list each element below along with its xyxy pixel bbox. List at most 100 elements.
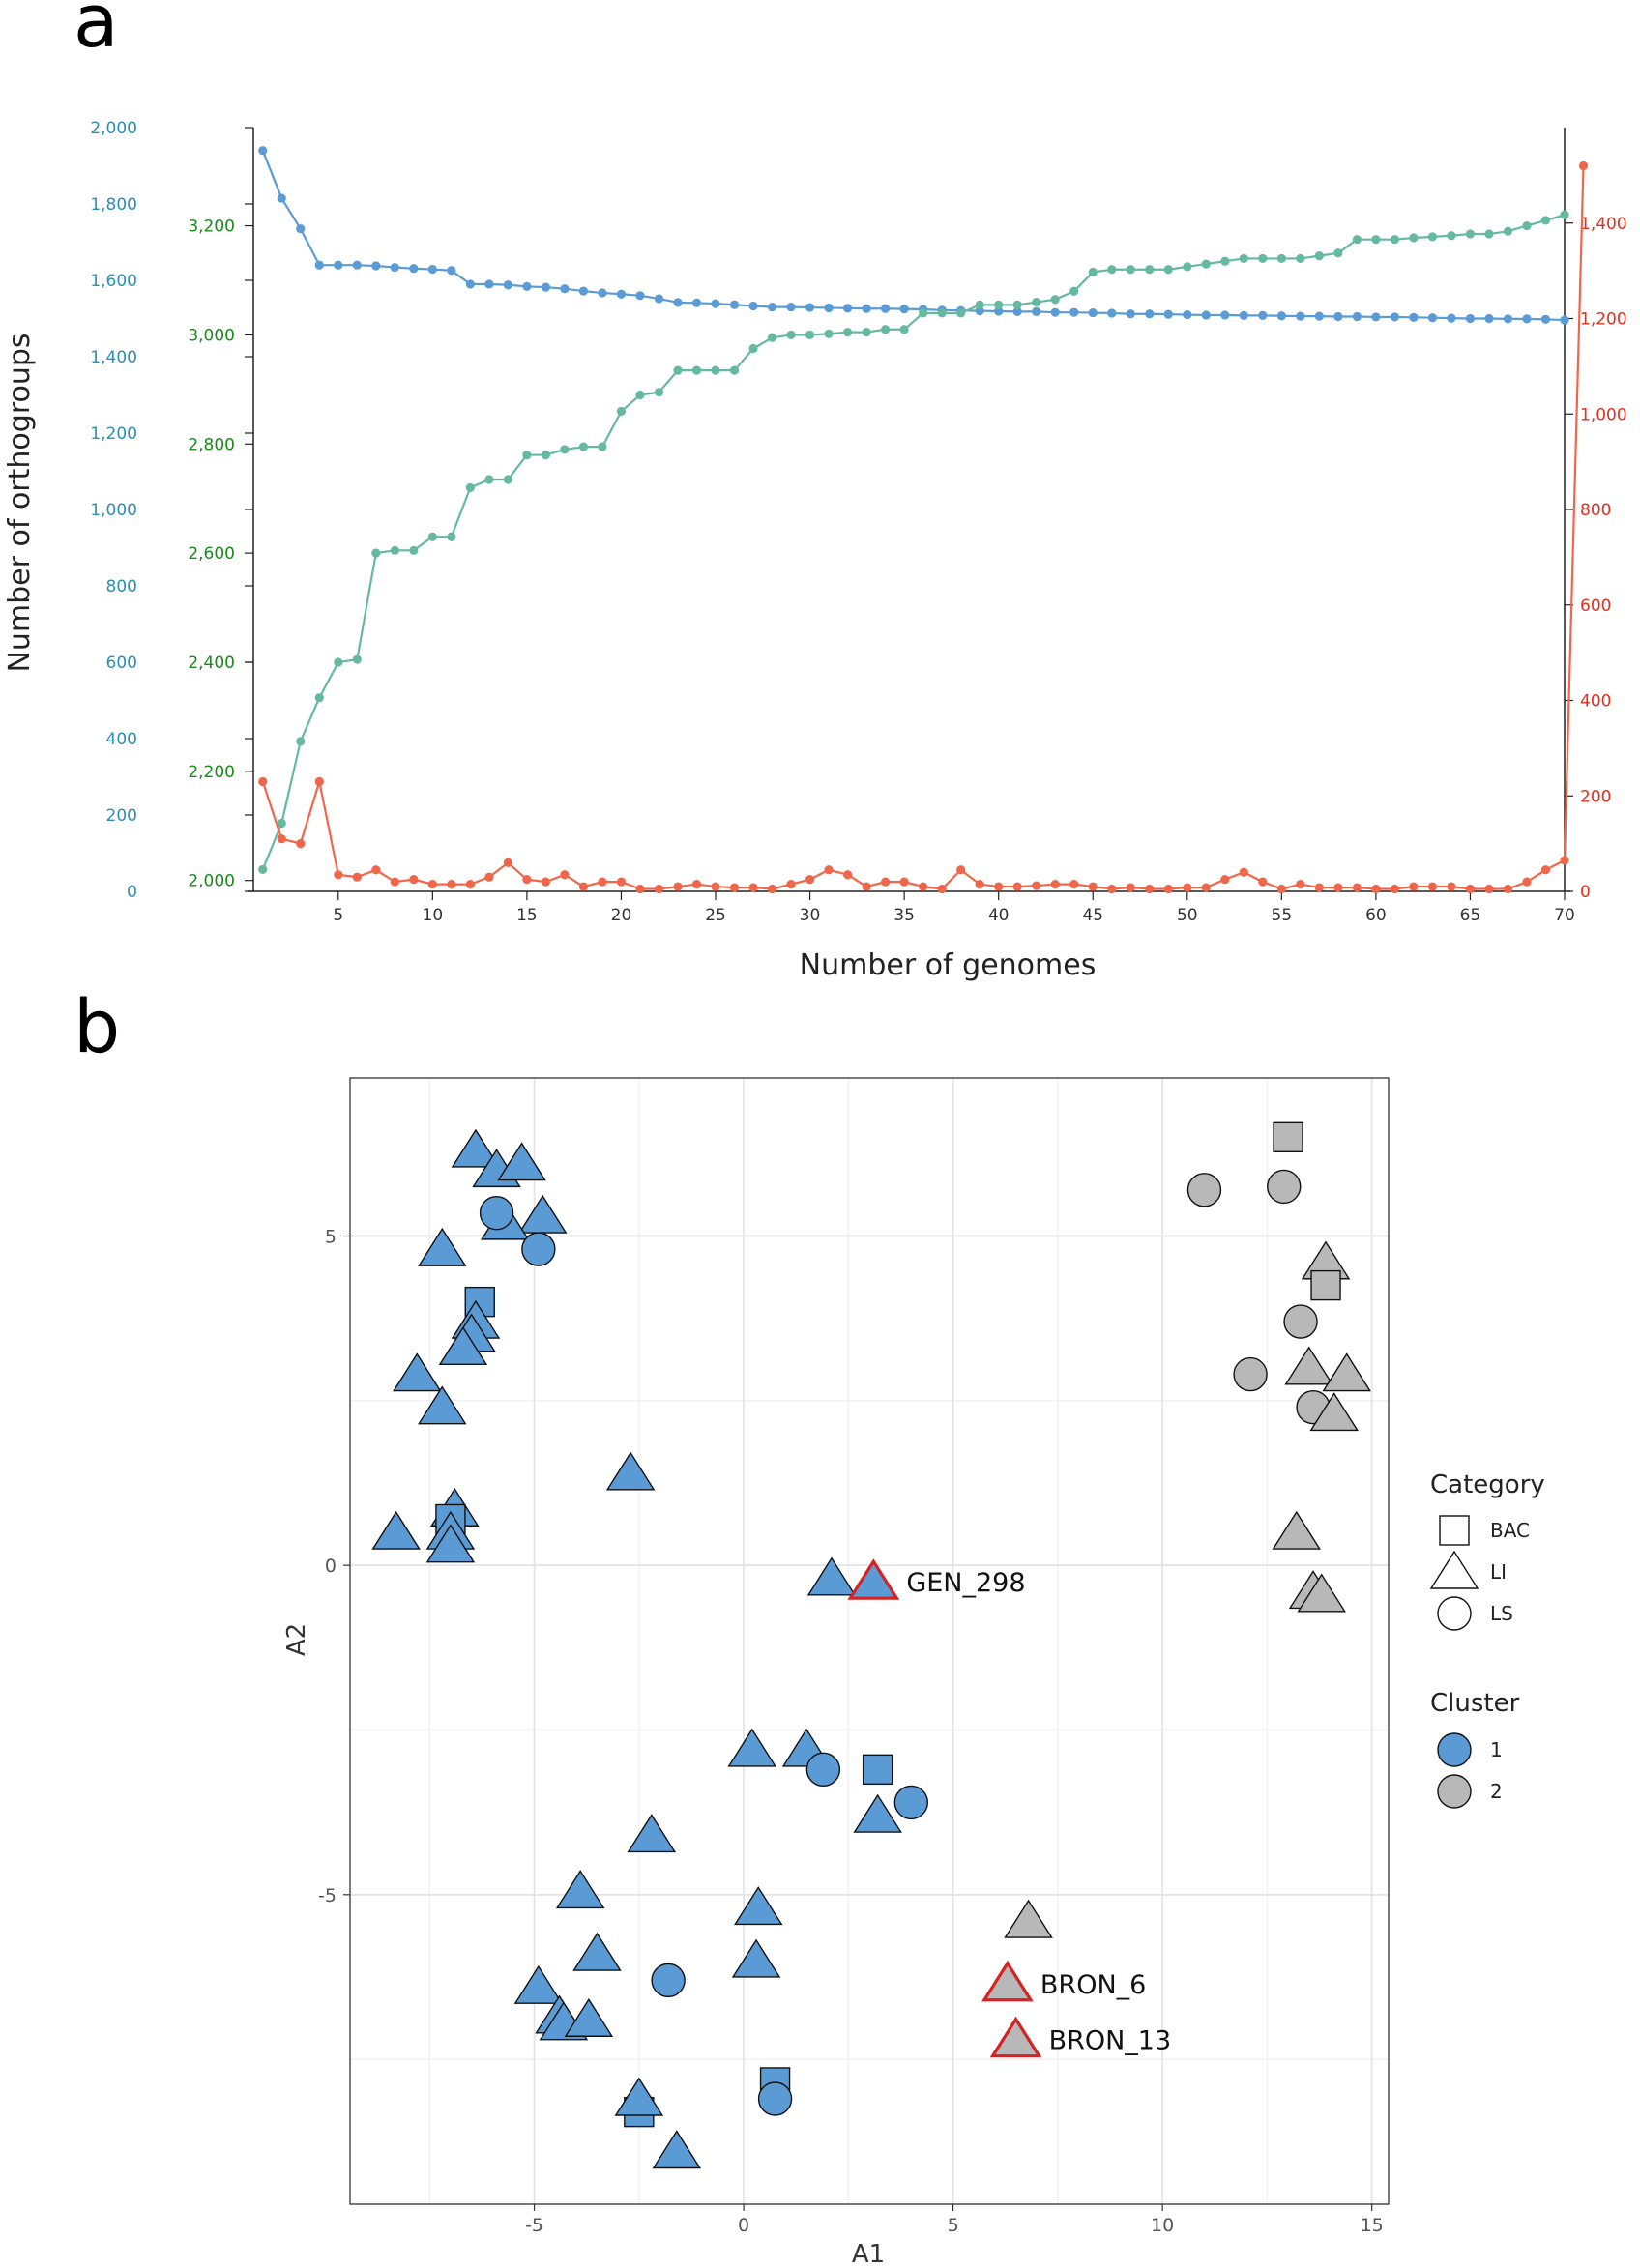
chart-a-series-green-point	[1333, 248, 1343, 258]
chart-a-left-inner-tick-label: 2,600	[188, 544, 235, 564]
chart-a-x-tick-label: 20	[611, 906, 632, 925]
chart-b-point-li-cluster-1	[425, 1524, 476, 1563]
chart-b-point-bac-cluster-1	[862, 1754, 893, 1786]
chart-a-series-red-point	[1258, 877, 1268, 887]
chart-a-series-blue-point	[673, 298, 683, 307]
chart-a-series-red-point	[956, 865, 966, 875]
chart-a-series-green-point	[1239, 253, 1248, 264]
chart-a-series-green-point	[352, 654, 362, 664]
chart-a-series-blue-point	[899, 305, 909, 314]
chart-a-series-blue-point	[729, 300, 740, 309]
chart-a-series-red-point	[691, 879, 702, 889]
chart-a-series-red-point	[654, 884, 664, 894]
chart-a-series-red-point	[1239, 867, 1248, 877]
chart-b-y-tick-label: 5	[325, 1227, 337, 1248]
chart-a-series-green-point	[786, 330, 796, 340]
chart-a-series-green-point	[842, 328, 853, 337]
chart-a-series-blue-point	[616, 289, 627, 299]
chart-a-series-blue-point	[767, 303, 777, 312]
chart-a-series-green-point	[541, 450, 551, 460]
chart-a-x-tick-label: 35	[893, 906, 915, 925]
chart-a-series-blue-point	[578, 286, 589, 296]
chart-a-series-red-point	[1126, 883, 1135, 892]
chart-b-point-li-cluster-1	[513, 1964, 564, 2004]
chart-a-series-green-point	[919, 308, 928, 318]
chart-a-series-red-point	[1107, 884, 1117, 894]
chart-a-series-blue-point	[654, 294, 664, 304]
chart-b-point-li-cluster-1	[418, 1385, 467, 1425]
chart-b-y-tick-label: 0	[325, 1556, 337, 1577]
chart-a-series-blue-point	[1258, 310, 1268, 320]
chart-a-series-green-point	[598, 442, 607, 451]
chart-a-x-tick-label: 40	[988, 906, 1010, 925]
chart-a-series-red-point	[805, 875, 815, 885]
chart-b-legend: Category Cluster BAC LI LS 1 2	[1429, 1470, 1545, 1809]
chart-a-series-blue-point	[465, 279, 475, 289]
chart-b-point-li-cluster-2	[1272, 1510, 1321, 1550]
chart-a-left-outer-tick-label: 1,400	[90, 348, 137, 367]
chart-a-x-tick-label: 30	[800, 906, 821, 925]
chart-b-point-li-cluster-1	[727, 1728, 777, 1767]
chart-a-left-inner-tick-label: 2,000	[188, 872, 235, 891]
chart-a-left-inner-tick-label: 2,800	[188, 435, 235, 454]
chart-a-series-red-point	[786, 879, 796, 889]
chart-a-left-outer-tick-label: 800	[106, 577, 137, 596]
legend-key-ls	[1437, 1596, 1472, 1631]
chart-a-series-blue-point	[635, 291, 645, 301]
chart-a-series-green-point	[899, 325, 909, 334]
chart-a-series-green-point	[1352, 235, 1362, 245]
chart-a-series-blue-point	[334, 260, 343, 270]
chart-a-series-red-point	[1409, 882, 1419, 891]
chart-b-point-li-cluster-1	[371, 1510, 421, 1550]
chart-a-series-green-point	[334, 657, 343, 667]
chart-a-x-tick-label: 50	[1177, 906, 1198, 925]
chart-a-left-outer-tick-label: 1,800	[90, 195, 137, 215]
chart-a-series-red-point	[635, 884, 645, 894]
chart-a-series-blue-point	[748, 301, 758, 311]
chart-a-series-green-point	[1069, 286, 1079, 296]
chart-a-right-tick-label: 1,000	[1580, 405, 1627, 424]
chart-a-series-blue-point	[409, 264, 419, 274]
chart-a-series-blue-point	[296, 224, 306, 234]
chart-a-series-blue-point	[805, 303, 815, 312]
chart-a-series-blue-point	[541, 282, 551, 292]
chart-a-x-tick-label: 65	[1460, 906, 1481, 925]
chart-a-right-tick-label: 200	[1580, 787, 1611, 806]
chart-b-point-ls-cluster-1	[521, 1232, 556, 1266]
chart-a-series-blue-point	[447, 266, 456, 276]
chart-b-point-ls-cluster-2	[1283, 1304, 1318, 1339]
chart-a-series-green-point	[1201, 259, 1211, 269]
chart-a-right-tick-label: 1,200	[1580, 310, 1627, 330]
chart-b-point-bac-cluster-2	[1310, 1269, 1341, 1301]
chart-a-series-red-point	[352, 872, 362, 882]
chart-a-series-green-point	[1107, 265, 1117, 275]
chart-a-series-green-point	[975, 300, 984, 309]
chart-a-series-red-point	[862, 882, 871, 891]
chart-a-left-outer-tick-label: 200	[106, 806, 137, 826]
panel-label-a: a	[73, 0, 119, 64]
chart-b-point-li-cluster-1	[806, 1556, 857, 1596]
chart-a-series-green-point	[1012, 300, 1022, 309]
chart-a-series-red-point	[334, 870, 343, 880]
chart-a-series-red-point	[673, 882, 683, 891]
chart-a-left-outer-tick-label: 0	[127, 883, 137, 902]
chart-a-series-green-point	[994, 300, 1004, 309]
chart-a-left-inner-tick-label: 3,000	[188, 326, 235, 345]
chart-b-point-ls-cluster-1	[757, 2081, 793, 2116]
chart-a-series-red-point	[484, 872, 494, 882]
chart-a-left-outer-tick-label: 1,200	[90, 424, 137, 444]
chart-b-point-li-cluster-2	[981, 1960, 1034, 2002]
chart-a-series-red-point	[314, 776, 324, 787]
chart-a-series-red-line	[261, 165, 1585, 890]
chart-a-series-blue-point	[1088, 307, 1098, 318]
chart-a-series-red-point	[767, 884, 777, 894]
chart-a-series-green-point	[673, 365, 683, 375]
chart-a-series-blue-point	[1484, 313, 1494, 324]
chart-a-xlabel: Number of genomes	[800, 948, 1097, 982]
chart-a-series-blue-point	[994, 306, 1004, 316]
chart-a-series-blue-point	[560, 284, 570, 294]
chart-a-series-blue-point	[484, 279, 494, 289]
chart-a-x-tick-label: 10	[423, 906, 444, 925]
chart-a-series-green-point	[1163, 265, 1173, 275]
chart-a-left-inner-tick-label: 2,200	[188, 763, 235, 782]
